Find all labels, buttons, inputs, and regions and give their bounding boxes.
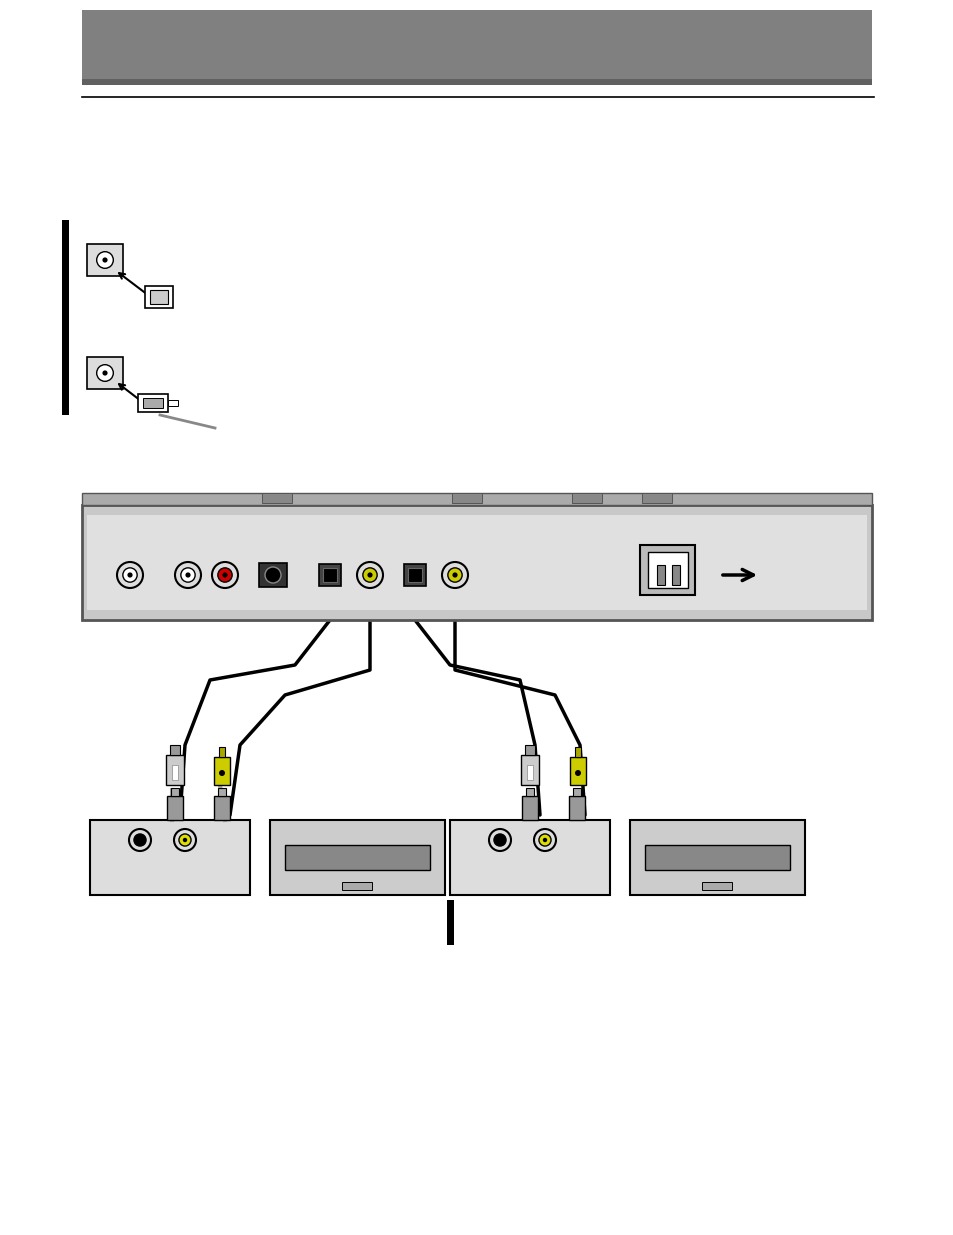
Circle shape (441, 562, 468, 588)
Circle shape (362, 568, 376, 582)
Bar (87, 357, 123, 389)
Circle shape (489, 829, 511, 851)
Circle shape (181, 568, 195, 582)
Bar (671, 564, 679, 585)
Bar (171, 788, 179, 797)
Bar (525, 788, 534, 797)
Bar (166, 755, 184, 785)
Bar (341, 882, 372, 890)
Bar (87, 515, 866, 610)
Circle shape (494, 834, 505, 846)
Bar (168, 400, 178, 406)
Bar (641, 493, 671, 503)
Bar (452, 493, 481, 503)
Bar (647, 552, 687, 588)
Bar (62, 220, 69, 415)
Circle shape (173, 829, 195, 851)
Circle shape (542, 837, 547, 842)
Bar (213, 797, 230, 820)
Circle shape (497, 837, 501, 842)
Circle shape (179, 834, 191, 846)
Circle shape (96, 252, 113, 268)
Circle shape (452, 572, 457, 578)
Circle shape (538, 834, 551, 846)
Bar (575, 747, 580, 757)
Bar (145, 287, 172, 308)
Circle shape (102, 257, 108, 263)
Circle shape (102, 370, 108, 375)
Bar (218, 788, 226, 797)
Circle shape (137, 837, 142, 842)
Circle shape (212, 562, 237, 588)
Bar (82, 10, 871, 85)
Bar (167, 797, 183, 820)
Bar (568, 797, 584, 820)
Bar (82, 505, 871, 620)
Circle shape (534, 829, 556, 851)
Circle shape (96, 364, 113, 382)
Bar (323, 568, 336, 582)
Bar (572, 493, 601, 503)
Bar (150, 290, 168, 304)
Bar (403, 564, 426, 585)
Bar (447, 900, 454, 945)
Bar (573, 788, 580, 797)
Bar (87, 245, 123, 275)
Bar (262, 493, 292, 503)
Bar (408, 568, 421, 582)
Bar (521, 797, 537, 820)
Bar (520, 755, 538, 785)
Circle shape (447, 568, 461, 582)
Circle shape (123, 568, 137, 582)
Circle shape (575, 769, 580, 776)
Bar (701, 882, 731, 890)
Circle shape (356, 562, 382, 588)
Bar (138, 394, 168, 412)
Bar (270, 820, 444, 895)
Circle shape (117, 562, 143, 588)
Bar (524, 745, 535, 755)
Bar (172, 764, 178, 781)
Bar (213, 757, 230, 785)
Circle shape (185, 572, 191, 578)
Circle shape (367, 572, 373, 578)
Circle shape (129, 829, 151, 851)
FancyBboxPatch shape (82, 493, 871, 505)
Bar (639, 545, 695, 595)
Bar (569, 757, 585, 785)
Circle shape (128, 572, 132, 578)
Bar (629, 820, 804, 895)
Bar (258, 563, 287, 587)
Bar (90, 820, 250, 895)
Circle shape (183, 837, 187, 842)
Bar (318, 564, 340, 585)
Bar (143, 398, 163, 408)
Circle shape (217, 568, 232, 582)
Bar (170, 745, 180, 755)
Circle shape (265, 567, 281, 583)
Bar (450, 820, 609, 895)
Circle shape (219, 769, 225, 776)
Bar (657, 564, 664, 585)
Circle shape (222, 572, 228, 578)
Bar (526, 764, 533, 781)
Bar (285, 845, 430, 869)
Circle shape (174, 562, 201, 588)
Circle shape (133, 834, 146, 846)
Bar (219, 747, 225, 757)
Bar (644, 845, 789, 869)
Bar (82, 79, 871, 85)
